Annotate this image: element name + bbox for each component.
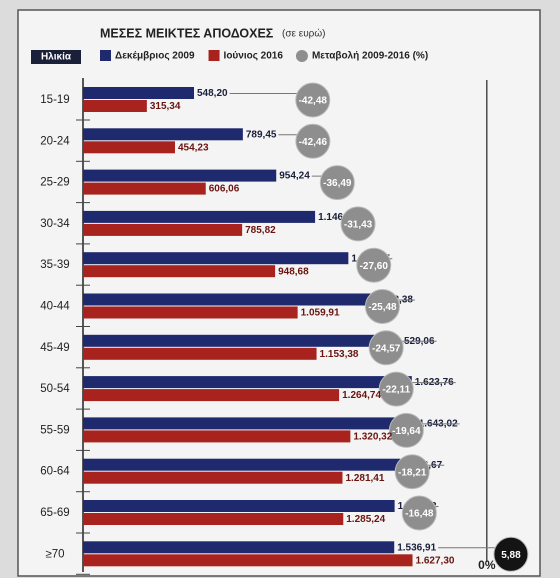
bar (83, 459, 400, 471)
value-label: 454,23 (178, 142, 209, 153)
legend-label: Μεταβολή 2009-2016 (%) (312, 51, 428, 62)
y-tick-label: 45-49 (40, 342, 69, 354)
change-label: 5,88 (501, 550, 521, 561)
y-tick-label: 35-39 (40, 259, 69, 271)
y-tick-label: ≥70 (45, 548, 64, 560)
bar (83, 170, 276, 182)
y-tick-label: 20-24 (40, 135, 70, 147)
chart-title: ΜΕΣΕΣ ΜΕΙΚΤΕΣ ΑΠΟΔΟΧΕΣ (100, 26, 274, 40)
bar (83, 500, 395, 512)
bar (83, 128, 243, 140)
legend-label: Ιούνιος 2016 (224, 51, 284, 62)
chart-subtitle: (σε ευρώ) (282, 28, 326, 40)
bar (83, 472, 342, 484)
bar (83, 541, 394, 553)
bar (83, 211, 315, 223)
bar (83, 430, 350, 442)
y-tick-label: 40-44 (40, 301, 70, 313)
category-header: Ηλικία (41, 52, 72, 63)
value-label: 954,24 (279, 171, 310, 182)
y-tick-label: 15-19 (40, 94, 69, 106)
change-label: -31,43 (344, 220, 373, 231)
bar (83, 252, 348, 264)
page: ΜΕΣΕΣ ΜΕΙΚΤΕΣ ΑΠΟΔΟΧΕΣ (σε ευρώ) Ηλικία … (0, 0, 560, 578)
bar (83, 348, 317, 360)
value-label: 789,45 (246, 129, 277, 140)
value-label: 1.627,30 (416, 555, 455, 566)
y-tick-label: 30-34 (40, 218, 70, 230)
legend-swatch (100, 50, 111, 61)
value-label: 1.320,32 (353, 432, 392, 443)
value-label: 785,82 (245, 225, 276, 236)
value-label: 315,34 (150, 101, 181, 112)
bar (83, 294, 371, 306)
y-tick-label: 25-29 (40, 177, 69, 189)
change-label: -42,46 (299, 137, 328, 148)
bar (83, 389, 339, 401)
bar (83, 376, 412, 388)
value-label: 1.264,74 (342, 390, 381, 401)
legend-label: Δεκέμβριος 2009 (115, 51, 195, 62)
bar (83, 224, 242, 236)
legend-swatch (296, 50, 308, 62)
bar (83, 183, 206, 195)
change-label: -16,48 (405, 509, 434, 520)
bar (83, 265, 275, 277)
value-label: 1.281,41 (345, 473, 384, 484)
bar (83, 513, 343, 525)
value-label: 1.536,91 (397, 542, 436, 553)
bar (83, 141, 175, 153)
bar (83, 87, 194, 99)
bar (83, 335, 393, 347)
change-label: -24,57 (372, 343, 401, 354)
change-label: -42,48 (299, 96, 328, 107)
legend-swatch (209, 50, 220, 61)
change-label: -27,60 (360, 261, 389, 272)
change-label: -19,64 (392, 426, 421, 437)
chart: ΜΕΣΕΣ ΜΕΙΚΤΕΣ ΑΠΟΔΟΧΕΣ (σε ευρώ) Ηλικία … (0, 0, 560, 578)
bar (83, 100, 147, 112)
x2-tick-label: 0% (478, 558, 496, 572)
change-label: -25,48 (368, 302, 397, 313)
value-label: 948,68 (278, 266, 309, 277)
value-label: 606,06 (209, 184, 240, 195)
change-label: -18,21 (398, 467, 427, 478)
y-tick-label: 65-69 (40, 507, 69, 519)
bar (83, 554, 413, 566)
bar (83, 417, 416, 429)
value-label: 548,20 (197, 88, 228, 99)
y-tick-label: 50-54 (40, 383, 70, 395)
value-label: 1.285,24 (346, 514, 385, 525)
value-label: 1.059,91 (301, 308, 340, 319)
value-label: 1.153,38 (320, 349, 359, 360)
y-tick-label: 60-64 (40, 466, 70, 478)
bar (83, 307, 298, 319)
change-label: -22,11 (382, 385, 410, 396)
change-label: -36,49 (323, 178, 352, 189)
y-tick-label: 55-59 (40, 424, 69, 436)
